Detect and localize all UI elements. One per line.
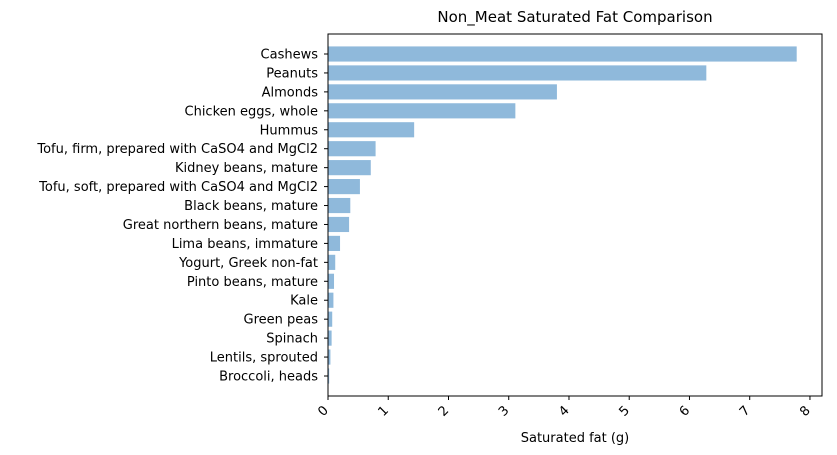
x-tick-label: 2 — [436, 403, 452, 419]
y-tick-label: Pinto beans, mature — [187, 275, 318, 290]
y-tick-label: Almonds — [262, 85, 319, 100]
bar — [328, 254, 336, 270]
y-tick-label: Great northern beans, mature — [123, 218, 318, 233]
y-tick-label: Yogurt, Greek non-fat — [178, 256, 318, 271]
bar — [328, 311, 333, 327]
x-tick-label: 1 — [376, 403, 392, 419]
y-tick-label: Tofu, soft, prepared with CaSO4 and MgCl… — [38, 180, 318, 195]
x-axis-label: Saturated fat (g) — [521, 431, 630, 446]
y-tick-label: Kale — [290, 294, 318, 309]
bar — [328, 292, 334, 308]
bar — [328, 103, 516, 119]
bar — [328, 122, 415, 138]
y-tick-label: Tofu, firm, prepared with CaSO4 and MgCl… — [36, 142, 318, 157]
y-tick-label: Cashews — [261, 48, 319, 63]
y-tick-label: Lima beans, immature — [172, 237, 318, 252]
bar — [328, 84, 557, 100]
x-tick-label: 4 — [556, 403, 572, 419]
y-tick-label: Lentils, sprouted — [210, 351, 318, 366]
y-tick-label: Kidney beans, mature — [175, 161, 318, 176]
bar — [328, 235, 341, 251]
bar — [328, 65, 707, 81]
y-tick-label: Spinach — [266, 332, 318, 347]
x-axis-ticks: 0 1 2 3 4 5 6 7 8 — [315, 396, 814, 420]
chart-title: Non_Meat Saturated Fat Comparison — [437, 8, 712, 27]
x-tick-label: 7 — [737, 403, 753, 419]
plot-frame — [327, 33, 823, 397]
x-tick-label: 6 — [677, 403, 693, 419]
bar — [328, 349, 331, 365]
x-tick-label: 8 — [797, 403, 813, 419]
bar — [328, 216, 350, 233]
y-tick-label: Green peas — [244, 313, 319, 328]
bar — [328, 179, 360, 195]
y-tick-label: Broccoli, heads — [219, 370, 318, 385]
x-tick-label: 0 — [315, 403, 331, 419]
bar — [328, 141, 376, 157]
bar — [328, 46, 797, 62]
y-tick-label: Hummus — [260, 123, 319, 138]
y-tick-label: Black beans, mature — [184, 199, 318, 214]
y-axis-ticks: Cashews Peanuts Almonds Chicken eggs, whole… — [36, 48, 328, 385]
bar — [328, 160, 371, 176]
bar — [328, 330, 332, 346]
bar — [328, 368, 330, 384]
bar — [328, 273, 335, 289]
bars-group — [328, 46, 797, 384]
x-tick-label: 5 — [617, 403, 633, 419]
x-tick-label: 3 — [496, 403, 512, 419]
y-tick-label: Chicken eggs, whole — [185, 104, 319, 119]
bar — [328, 197, 351, 214]
y-tick-label: Peanuts — [266, 66, 318, 81]
